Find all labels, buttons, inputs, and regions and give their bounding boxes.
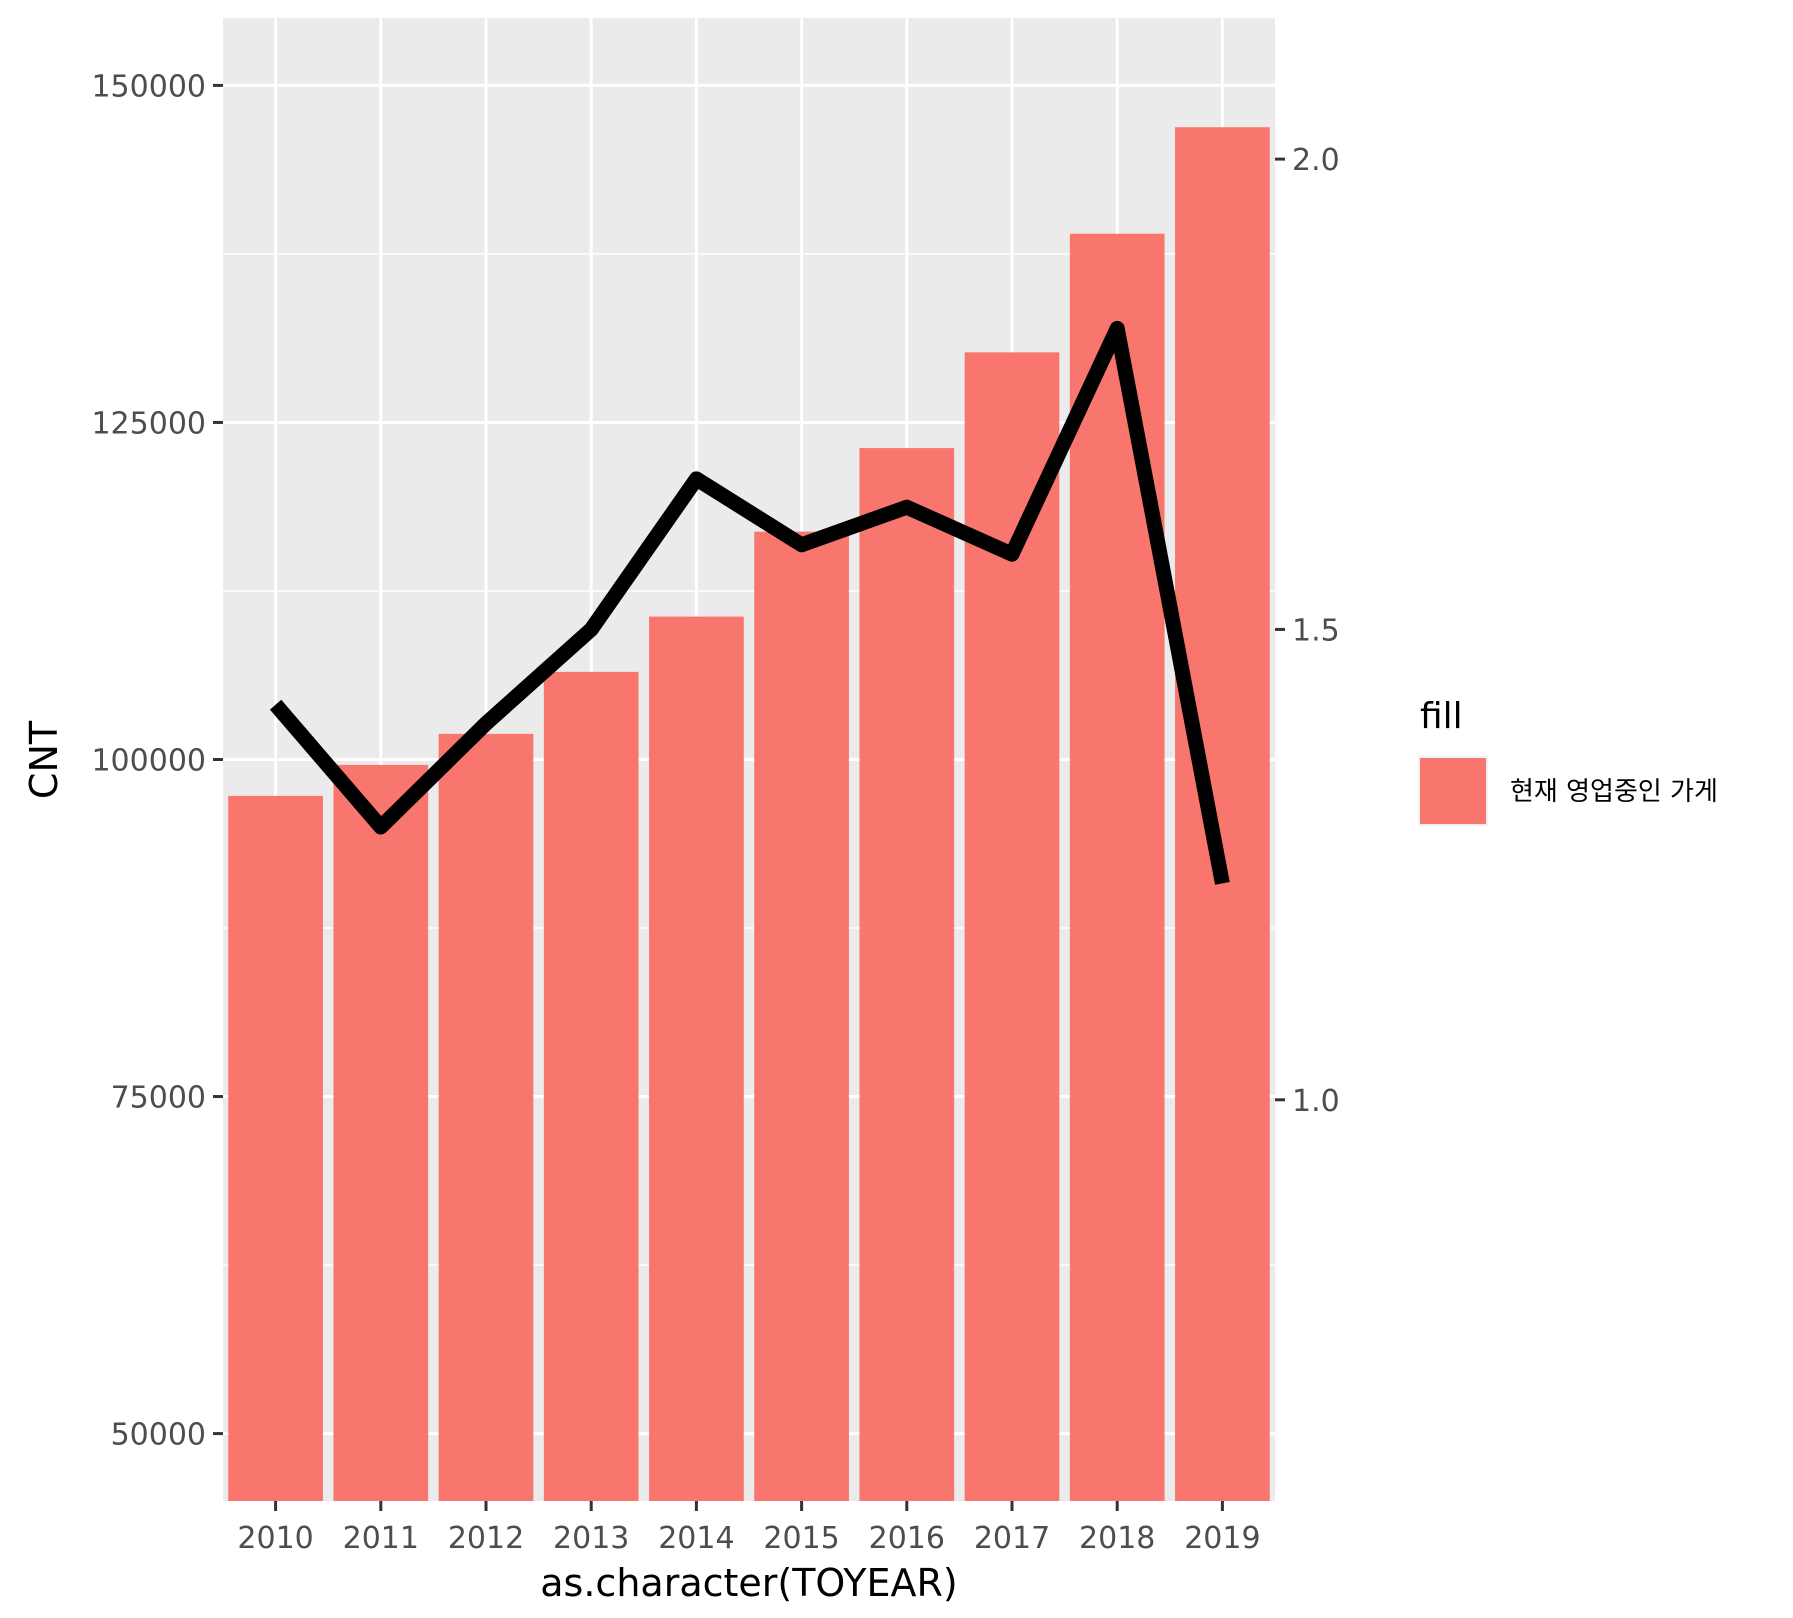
bar-2011 [333,764,429,1501]
y-left-tick-label: 150000 [91,69,206,104]
ratio-line [269,320,1230,885]
x-tick-label-2010: 2010 [237,1521,313,1556]
bar-2015 [754,531,849,1501]
x-tick-label-2013: 2013 [553,1521,629,1556]
y-axis-right: 1.0 1.5 2.0 [1275,143,1340,1119]
bar-2014 [649,616,744,1501]
y-left-tick-label: 75000 [111,1081,206,1116]
x-tick-label-2019: 2019 [1184,1521,1260,1556]
bar-2013 [543,671,639,1501]
y-right-tick-label: 2.0 [1292,143,1340,178]
bar-2010 [228,795,323,1501]
bar-2017 [964,352,1060,1501]
x-tick-label-2011: 2011 [343,1521,419,1556]
x-tick-label-2015: 2015 [763,1521,839,1556]
legend-key-swatch [1420,758,1486,824]
x-tick-label-2017: 2017 [974,1521,1050,1556]
y-axis-title: CNT [22,720,66,799]
x-tick-label-2014: 2014 [658,1521,734,1556]
x-tick-label-2018: 2018 [1079,1521,1155,1556]
x-tick-label-2012: 2012 [448,1521,524,1556]
bar-2018 [1069,233,1165,1501]
y-right-tick-label: 1.5 [1292,613,1340,648]
bar-2016 [859,448,955,1501]
x-axis-title: as.character(TOYEAR) [540,1561,957,1605]
x-axis: 2010 2011 2012 2013 2014 2015 2016 2017 2018 2019 [237,1501,1261,1556]
y-left-tick-label: 50000 [111,1418,206,1453]
y-axis-left: 50000 75000 100000 125000 150000 [91,69,223,1453]
bar-2019 [1175,127,1270,1501]
legend-label: 현재 영업중인 가게 [1510,777,1718,807]
y-left-tick-label: 125000 [91,406,206,441]
legend-title: fill [1420,696,1463,737]
legend: fill 현재 영업중인 가게 [1418,696,1718,826]
x-tick-label-2016: 2016 [869,1521,945,1556]
bars [228,127,1270,1501]
y-left-tick-label: 100000 [91,744,206,779]
bar-2012 [438,733,534,1501]
y-right-tick-label: 1.0 [1292,1084,1340,1119]
